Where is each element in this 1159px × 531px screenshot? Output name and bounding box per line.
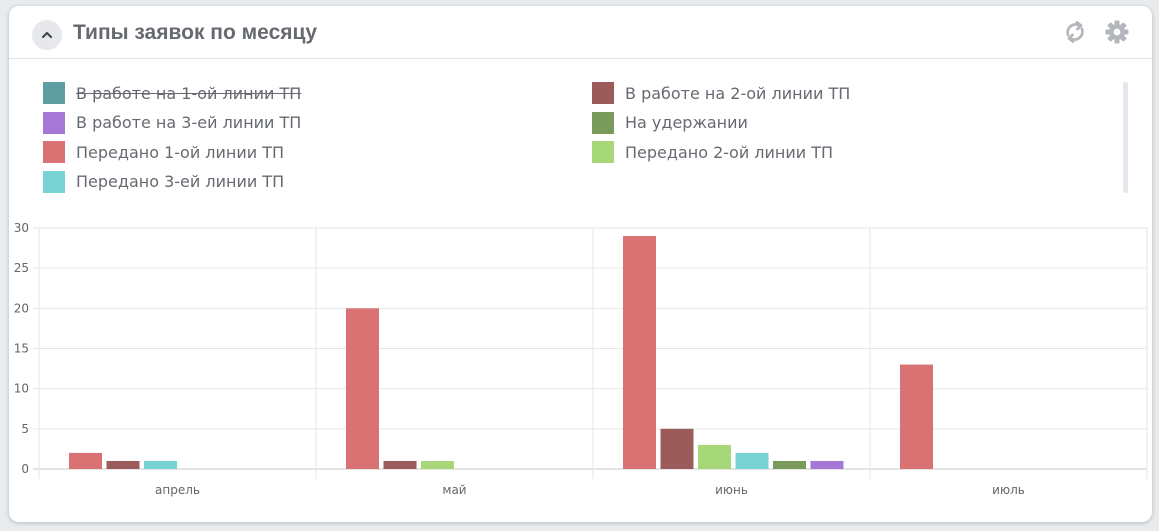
y-tick-label: 25	[14, 261, 29, 275]
chart-widget: Типы заявок по месяцу В работе на 1-ой л…	[9, 6, 1152, 522]
bar	[623, 236, 656, 469]
legend-label: Передано 2-ой линии ТП	[625, 142, 834, 162]
bar	[69, 452, 102, 469]
legend-swatch	[43, 141, 65, 163]
x-tick-label: апрель	[155, 483, 200, 497]
legend-item[interactable]: Передано 3-ей линии ТП	[43, 170, 284, 194]
legend-scrollbar[interactable]	[1123, 82, 1128, 193]
y-tick-label: 15	[14, 342, 29, 356]
widget-header: Типы заявок по месяцу	[9, 6, 1152, 59]
refresh-icon[interactable]	[1061, 18, 1089, 46]
bar	[900, 364, 933, 469]
gear-icon[interactable]	[1103, 18, 1131, 46]
legend-swatch	[43, 82, 65, 104]
legend-label: В работе на 1-ой линии ТП	[76, 83, 302, 103]
legend-swatch	[592, 82, 614, 104]
bar	[383, 460, 417, 469]
x-tick-label: май	[442, 483, 466, 497]
bar	[346, 308, 379, 469]
legend-item[interactable]: Передано 1-ой линии ТП	[43, 140, 284, 164]
collapse-button[interactable]	[32, 20, 62, 50]
legend-label: В работе на 3-ей линии ТП	[76, 113, 302, 132]
legend-item[interactable]: На удержании	[592, 111, 748, 135]
chart-legend: В работе на 1-ой линии ТП В работе на 2-о…	[39, 81, 1119, 201]
bar-chart: 0 5 10 15 20 25 30 апрель май июнь июль	[14, 221, 1148, 497]
bar	[735, 452, 769, 469]
bar	[698, 444, 731, 469]
y-tick-label: 20	[14, 301, 29, 315]
y-tick-label: 5	[21, 422, 29, 436]
y-tick-label: 10	[14, 382, 29, 396]
legend-item[interactable]: В работе на 2-ой линии ТП	[592, 81, 850, 105]
bar	[421, 460, 454, 469]
legend-swatch	[43, 111, 65, 134]
bar	[660, 428, 694, 469]
legend-item[interactable]: В работе на 3-ей линии ТП	[43, 111, 301, 135]
bar	[773, 460, 806, 469]
legend-label: Передано 1-ой линии ТП	[76, 142, 285, 162]
legend-swatch	[592, 111, 614, 134]
legend-swatch	[43, 170, 65, 193]
x-tick-label: июль	[992, 483, 1025, 497]
legend-item[interactable]: В работе на 1-ой линии ТП	[43, 81, 301, 105]
legend-item[interactable]: Передано 2-ой линии ТП	[592, 140, 833, 164]
y-tick-label: 30	[14, 221, 29, 235]
legend-label: На удержании	[625, 113, 748, 132]
chevron-up-icon	[41, 31, 53, 39]
legend-swatch	[592, 141, 614, 163]
legend-label: Передано 3-ей линии ТП	[76, 172, 285, 191]
bar	[144, 460, 177, 469]
legend-label: В работе на 2-ой линии ТП	[625, 83, 851, 103]
widget-title: Типы заявок по месяцу	[73, 21, 318, 44]
x-tick-label: июнь	[715, 483, 748, 497]
bar	[106, 460, 140, 469]
bar	[810, 460, 844, 469]
y-tick-label: 0	[21, 462, 29, 476]
